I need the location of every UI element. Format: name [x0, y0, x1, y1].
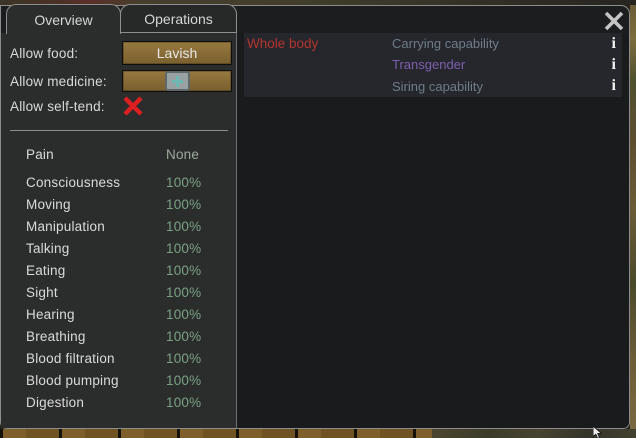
capacity-row: Digestion 100%: [1, 391, 236, 413]
overview-pane: Allow food: Lavish Allow medicine: Allow…: [1, 33, 236, 428]
hediff-label: Carrying capability: [392, 36, 499, 52]
capacity-row: Blood pumping 100%: [1, 369, 236, 391]
food-policy-button[interactable]: Lavish: [122, 41, 232, 65]
capacity-label: Moving: [26, 196, 71, 212]
hediff-group: Whole body Carrying capability i Transge…: [244, 33, 622, 97]
capacity-label: Eating: [26, 262, 66, 278]
allow-self-tend-row: Allow self-tend:: [1, 95, 236, 117]
info-icon[interactable]: i: [611, 77, 616, 95]
capacity-label: Blood pumping: [26, 372, 119, 388]
capacity-row: Sight 100%: [1, 281, 236, 303]
capacity-row: Blood filtration 100%: [1, 347, 236, 369]
game-world-top-strip: [0, 0, 636, 5]
capacity-value: 100%: [166, 394, 202, 410]
terrain-ground: [432, 429, 636, 438]
hediff-row[interactable]: Siring capability i: [244, 75, 622, 97]
info-icon[interactable]: i: [611, 55, 616, 73]
capacity-value: 100%: [166, 372, 202, 388]
tab-operations-label: Operations: [144, 10, 213, 27]
capacity-row: Moving 100%: [1, 193, 236, 215]
allow-food-row: Allow food:: [1, 40, 236, 66]
capacity-label: Blood filtration: [26, 350, 115, 366]
medicine-policy-button[interactable]: [122, 70, 232, 92]
capacity-label: Talking: [26, 240, 70, 256]
tab-operations[interactable]: Operations: [120, 4, 237, 33]
capacity-value: 100%: [166, 174, 202, 190]
capacity-row: Eating 100%: [1, 259, 236, 281]
capacity-label: Pain: [26, 146, 54, 162]
tab-overview[interactable]: Overview: [6, 4, 121, 34]
capacity-value: 100%: [166, 350, 202, 366]
hediff-label: Siring capability: [392, 78, 484, 94]
capacity-value: 100%: [166, 240, 202, 256]
capacity-value: 100%: [166, 218, 202, 234]
capacity-value: 100%: [166, 306, 202, 322]
capacity-value: 100%: [166, 262, 202, 278]
hediff-label: Transgender: [392, 57, 466, 73]
allow-medicine-row: Allow medicine:: [1, 69, 236, 93]
mouse-cursor-icon: [592, 425, 606, 438]
capacity-label: Manipulation: [26, 218, 105, 234]
info-icon[interactable]: i: [611, 34, 616, 52]
capacity-row: Breathing 100%: [1, 325, 236, 347]
allow-medicine-label: Allow medicine:: [10, 73, 107, 89]
capacity-label: Sight: [26, 284, 58, 300]
capacity-label: Hearing: [26, 306, 75, 322]
medicine-kit-icon: [164, 71, 190, 91]
health-tab-window: Overview Operations Allow food: Lavish A…: [0, 4, 630, 429]
allow-self-tend-label: Allow self-tend:: [10, 98, 105, 114]
game-world-bottom-strip: [0, 429, 636, 438]
red-x-icon: [123, 96, 143, 116]
wood-floor-tiles: [0, 429, 432, 438]
hediff-row[interactable]: Whole body Carrying capability i: [244, 33, 622, 55]
health-conditions-pane: Whole body Carrying capability i Transge…: [237, 33, 629, 428]
hediff-row[interactable]: Transgender i: [244, 54, 622, 76]
capacity-value: None: [166, 146, 200, 162]
capacity-row: Consciousness 100%: [1, 171, 236, 193]
game-world-right-strip: [630, 5, 636, 429]
close-button[interactable]: [601, 8, 627, 34]
capacity-value: 100%: [166, 328, 202, 344]
allow-food-label: Allow food:: [10, 45, 79, 61]
capacity-label: Breathing: [26, 328, 86, 344]
capacity-value: 100%: [166, 284, 202, 300]
capacity-label: Consciousness: [26, 174, 121, 190]
capacity-row: Hearing 100%: [1, 303, 236, 325]
food-policy-value: Lavish: [156, 45, 198, 61]
capacity-row: Manipulation 100%: [1, 215, 236, 237]
capacity-row-pain: Pain None: [1, 143, 236, 165]
close-icon: [604, 11, 624, 31]
body-part-label: Whole body: [247, 36, 319, 52]
tab-overview-label: Overview: [34, 11, 93, 28]
pane-divider: [236, 33, 237, 428]
capacity-value: 100%: [166, 196, 202, 212]
section-divider: [10, 130, 228, 131]
capacities-list: Pain None Consciousness 100% Moving 100%…: [1, 143, 236, 413]
capacity-label: Digestion: [26, 394, 85, 410]
self-tend-toggle[interactable]: [123, 96, 143, 116]
capacity-row: Talking 100%: [1, 237, 236, 259]
